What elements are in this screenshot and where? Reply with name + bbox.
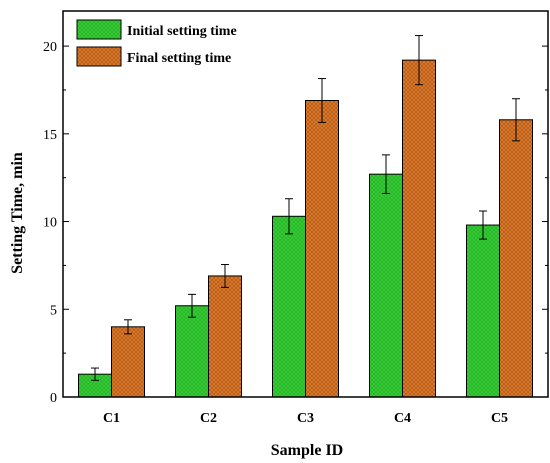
error-bar-c1-initial — [91, 367, 99, 381]
bar-c3-final — [305, 99, 339, 398]
bar-c1-final — [111, 326, 145, 398]
bar-c2-final — [208, 275, 242, 398]
error-bar-c2-final — [221, 264, 229, 288]
error-bar-c3-final — [318, 78, 326, 123]
y-tick-label: 15 — [43, 128, 57, 143]
error-bar-c2-initial — [188, 293, 196, 318]
x-tick-label-c5: C5 — [491, 411, 508, 426]
legend-label-final: Final setting time — [127, 51, 231, 66]
bar-c5-final — [499, 119, 533, 398]
x-tick-label-c3: C3 — [297, 411, 314, 426]
error-bar-c3-initial — [285, 198, 293, 235]
y-tick-label: 0 — [50, 391, 57, 406]
legend: Initial setting time Final setting time — [76, 19, 237, 67]
x-tick-label-c4: C4 — [394, 411, 411, 426]
bar-c5-initial — [466, 224, 500, 398]
error-bar-c4-final — [415, 35, 423, 86]
legend-swatch-initial — [76, 19, 122, 40]
legend-swatch-final — [76, 46, 122, 67]
legend-label-initial: Initial setting time — [127, 24, 237, 39]
y-tick-label: 20 — [43, 40, 57, 55]
bar-c4-initial — [369, 173, 403, 398]
error-bar-c1-final — [124, 319, 132, 335]
y-axis-title: Setting Time, min — [9, 152, 26, 274]
axes-layer: 0 5 10 15 20 C1 C2 C3 C4 C5 — [43, 10, 549, 426]
bar-c3-initial — [272, 215, 306, 398]
error-bar-c5-final — [512, 98, 520, 142]
y-tick-label: 5 — [50, 303, 57, 318]
bars-layer — [78, 35, 533, 398]
x-axis-title: Sample ID — [271, 442, 343, 459]
y-tick-label: 10 — [43, 216, 57, 231]
bar-c2-initial — [175, 305, 209, 398]
bar-c4-final — [402, 59, 436, 398]
x-tick-label-c1: C1 — [103, 411, 120, 426]
error-bar-c4-initial — [382, 154, 390, 194]
x-tick-label-c2: C2 — [200, 411, 217, 426]
error-bar-c5-initial — [479, 210, 487, 240]
